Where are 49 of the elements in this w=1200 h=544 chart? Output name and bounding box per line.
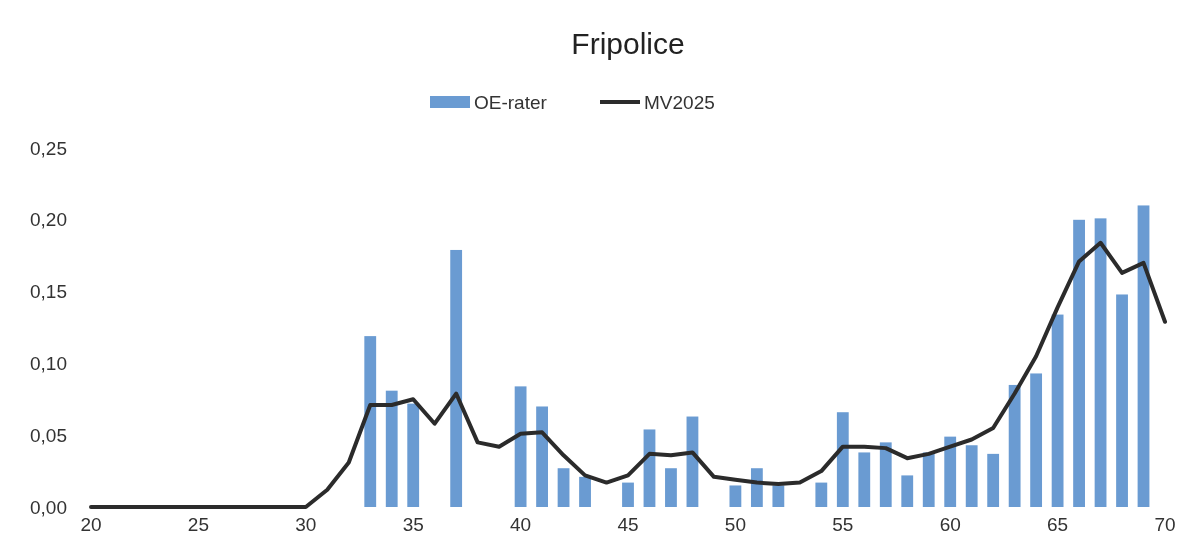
bar [879,442,892,507]
y-tick-label: 0,15 [30,281,67,303]
bar [1030,373,1043,507]
x-tick-label: 30 [295,514,317,535]
bar [922,452,935,507]
legend-label: MV2025 [644,92,715,113]
bar [729,485,742,507]
line-series [89,240,1167,509]
bar [407,403,420,507]
x-tick-label: 70 [1154,514,1176,535]
bar [557,468,570,507]
x-tick-label: 60 [939,514,961,535]
x-tick-label: 35 [402,514,424,535]
bar [965,445,978,507]
bar [987,453,1000,507]
bar [579,476,591,507]
legend-label: OE-rater [474,92,548,113]
bar [1094,218,1107,507]
bar [1051,314,1064,507]
y-tick-label: 0,00 [30,496,67,518]
y-tick-label: 0,20 [30,209,67,231]
bar [364,336,377,507]
bar [1073,219,1085,507]
bar [836,412,849,507]
y-tick-label: 0,10 [30,353,67,375]
bar [815,482,828,507]
bar [772,485,785,507]
bar [901,475,914,507]
bar [622,482,634,507]
bar [858,452,871,507]
x-tick-label: 55 [832,514,854,535]
y-tick-label: 0,25 [30,137,67,159]
x-tick-label: 25 [187,514,209,535]
x-tick-label: 40 [510,514,532,535]
y-tick-label: 0,05 [30,424,67,446]
bar [536,406,548,507]
x-tick-label: 50 [724,514,746,535]
bar [450,249,463,507]
x-tick-label: 45 [617,514,639,535]
bar [944,436,957,507]
bar [385,390,398,507]
x-tick-label: 20 [80,514,102,535]
bar [1116,294,1128,507]
bar [514,386,527,507]
bar [665,468,677,507]
bar [1137,205,1150,507]
chart-title: Fripolice [571,27,685,60]
x-tick-label: 65 [1047,514,1069,535]
bar [1008,384,1021,507]
